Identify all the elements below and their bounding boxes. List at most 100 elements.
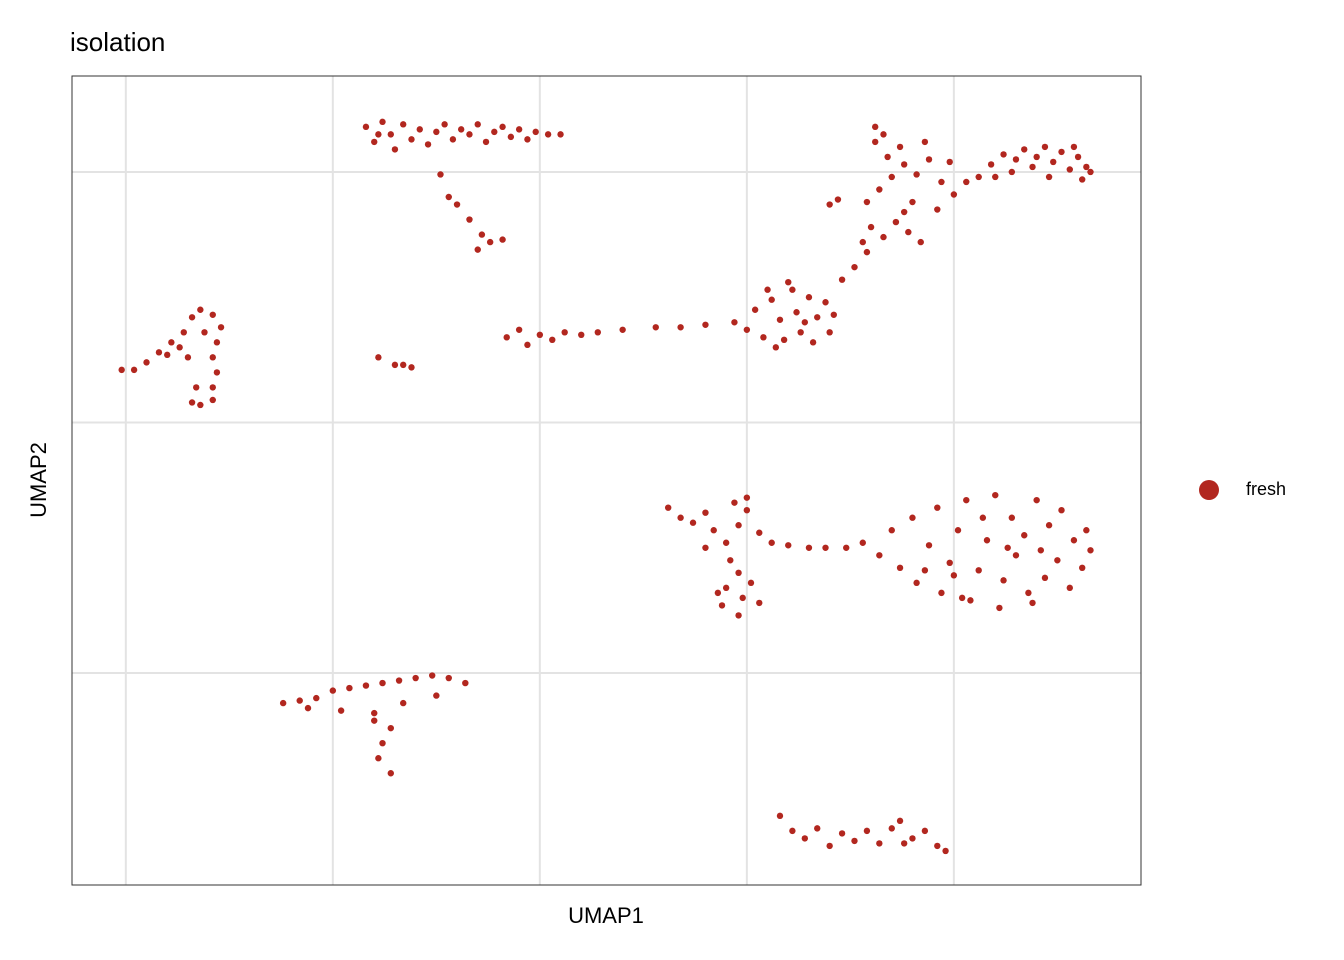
point (466, 216, 473, 223)
point (416, 126, 423, 133)
point (482, 138, 490, 146)
point (731, 319, 738, 326)
point (453, 201, 461, 208)
point (457, 126, 465, 133)
point (466, 131, 473, 138)
point (826, 201, 833, 208)
point (1087, 547, 1094, 554)
point (1066, 584, 1073, 592)
point (851, 837, 858, 845)
point (387, 131, 394, 138)
point (168, 339, 175, 346)
point (437, 171, 444, 178)
point (329, 687, 337, 694)
point (664, 504, 672, 511)
point (1050, 158, 1057, 166)
point (1070, 143, 1078, 151)
point (532, 128, 539, 136)
point (1021, 146, 1028, 153)
point (925, 156, 933, 163)
point (400, 361, 407, 369)
point (772, 344, 780, 351)
point (718, 602, 726, 609)
point (1021, 532, 1028, 539)
point (702, 509, 709, 516)
point (462, 679, 469, 687)
point (689, 519, 697, 526)
point (677, 324, 684, 331)
chart-title: isolation (70, 27, 165, 57)
point (1083, 163, 1090, 171)
point (900, 208, 908, 216)
point (1058, 148, 1065, 156)
point (1074, 153, 1082, 161)
point (722, 584, 730, 592)
point (905, 228, 912, 236)
point (801, 319, 809, 326)
point (524, 341, 531, 349)
point (1025, 589, 1032, 597)
point (375, 354, 382, 361)
point (776, 812, 784, 820)
point (768, 296, 775, 303)
point (1037, 547, 1045, 554)
point (867, 223, 875, 231)
point (743, 506, 751, 514)
point (1033, 153, 1040, 161)
point (992, 173, 999, 181)
point (499, 236, 506, 243)
point (917, 238, 924, 246)
point (164, 351, 171, 359)
point (1041, 143, 1049, 151)
point (963, 496, 970, 504)
point (954, 527, 962, 534)
point (478, 231, 486, 238)
point (942, 847, 949, 855)
point (176, 344, 183, 351)
point (445, 674, 452, 682)
point (400, 699, 407, 707)
point (797, 329, 804, 336)
point (838, 276, 846, 283)
point (1000, 151, 1007, 158)
point (880, 131, 887, 138)
point (789, 827, 796, 835)
point (279, 699, 287, 707)
point (822, 544, 829, 551)
point (1045, 173, 1053, 181)
point (379, 739, 386, 747)
point (975, 173, 982, 181)
point (209, 384, 216, 391)
point (913, 171, 920, 178)
point (424, 141, 432, 148)
point (594, 329, 602, 336)
point (412, 674, 419, 682)
point (834, 196, 842, 203)
point (549, 336, 556, 344)
point (934, 206, 941, 213)
point (826, 842, 833, 850)
point (950, 191, 958, 198)
point (197, 401, 204, 409)
point (921, 567, 929, 574)
point (1066, 166, 1073, 173)
point (714, 589, 722, 597)
point (830, 311, 837, 318)
legend: fresh (1199, 479, 1286, 500)
point (371, 709, 378, 717)
point (1041, 574, 1049, 582)
point (557, 131, 564, 138)
point (1012, 552, 1020, 559)
point (896, 817, 904, 825)
point (764, 286, 771, 293)
point (387, 770, 394, 777)
plot-border (71, 75, 1142, 886)
point (934, 504, 941, 511)
legend-swatch (1199, 480, 1219, 500)
points (118, 118, 1094, 855)
point (118, 366, 125, 374)
point (1070, 537, 1078, 544)
point (1079, 176, 1086, 183)
point (578, 331, 585, 339)
point (677, 514, 684, 521)
